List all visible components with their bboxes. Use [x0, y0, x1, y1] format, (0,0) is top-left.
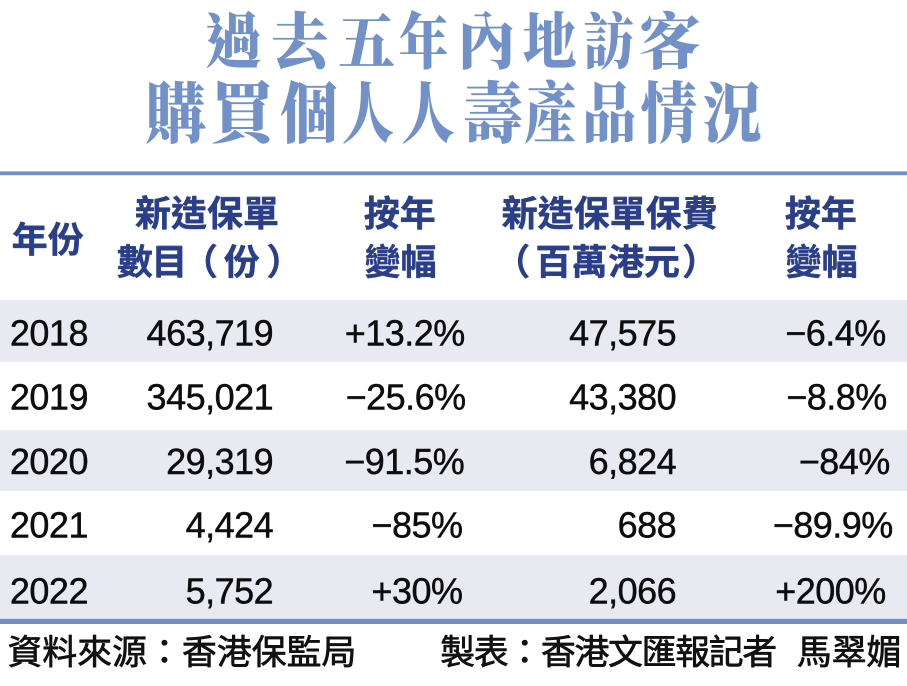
svg-text:−8.8%: −8.8%	[786, 376, 887, 417]
svg-text:+30%: +30%	[371, 571, 462, 612]
svg-text:43,380: 43,380	[569, 376, 676, 417]
svg-text:5,752: 5,752	[186, 571, 274, 612]
svg-text:+200%: +200%	[775, 571, 886, 612]
svg-text:2019: 2019	[10, 376, 88, 417]
svg-text:47,575: 47,575	[569, 312, 676, 353]
svg-text:−91.5%: −91.5%	[344, 441, 464, 482]
svg-text:6,824: 6,824	[589, 441, 677, 482]
svg-text:−6.4%: −6.4%	[785, 312, 886, 353]
svg-text:345,021: 345,021	[147, 376, 274, 417]
svg-text:+13.2%: +13.2%	[345, 312, 465, 353]
svg-text:463,719: 463,719	[147, 312, 274, 353]
svg-text:2021: 2021	[10, 504, 88, 545]
svg-text:−84%: −84%	[799, 441, 890, 482]
svg-text:2022: 2022	[10, 571, 88, 612]
svg-text:2020: 2020	[10, 441, 88, 482]
svg-text:2018: 2018	[10, 312, 88, 353]
svg-text:2,066: 2,066	[589, 571, 677, 612]
svg-text:−89.9%: −89.9%	[773, 504, 893, 545]
svg-text:−85%: −85%	[371, 504, 462, 545]
svg-text:−25.6%: −25.6%	[346, 376, 466, 417]
svg-text:29,319: 29,319	[166, 441, 273, 482]
svg-text:4,424: 4,424	[186, 504, 274, 545]
svg-text:688: 688	[618, 504, 677, 545]
